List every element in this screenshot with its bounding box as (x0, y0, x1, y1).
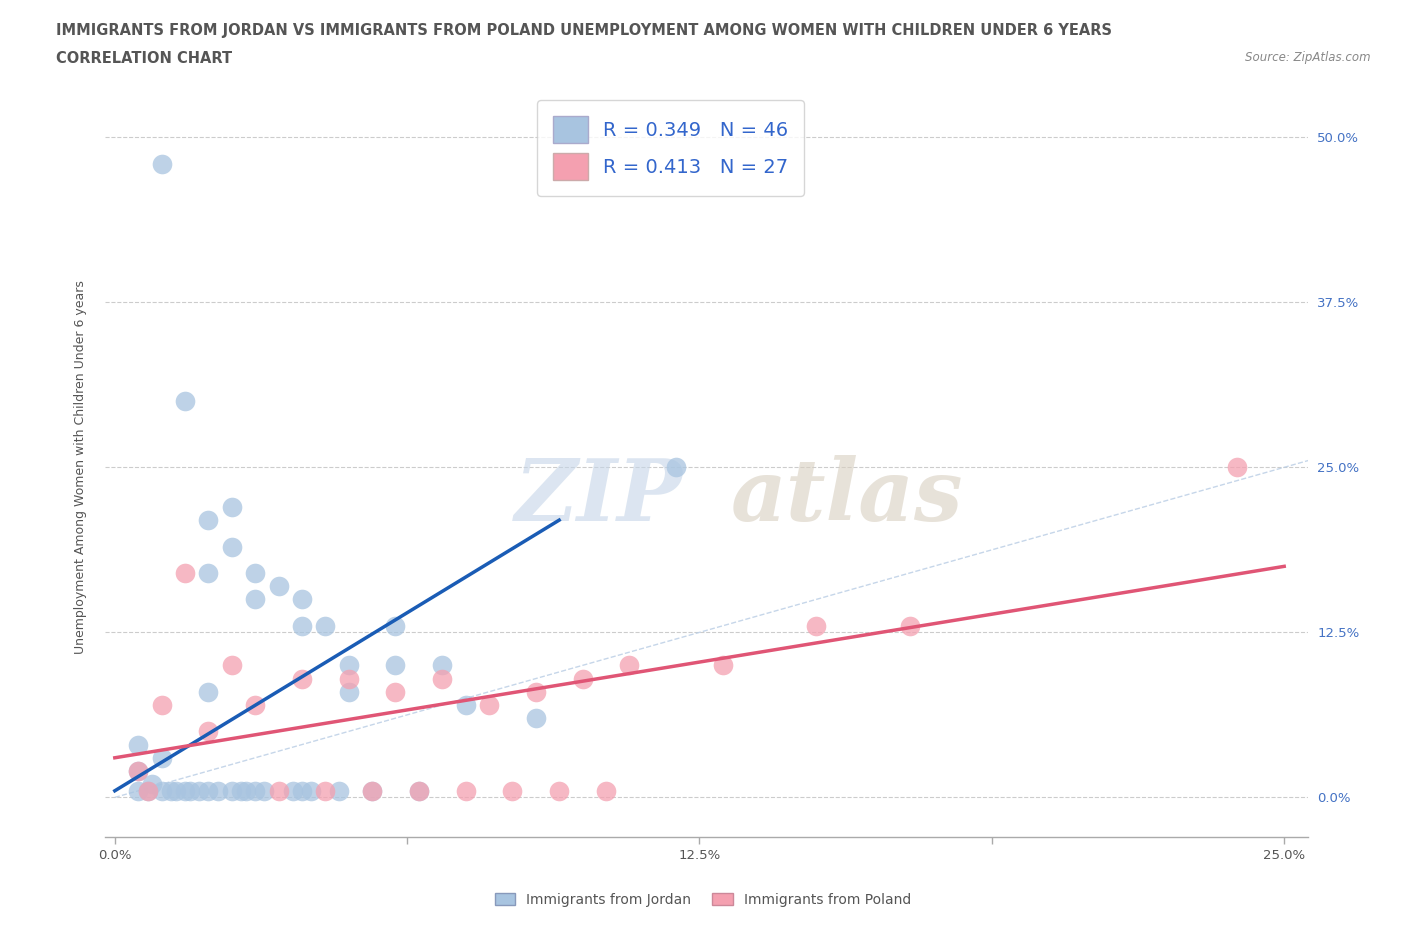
Point (150, 751, 173, 765)
Point (384, 658, 406, 672)
Point (160, 783, 183, 798)
Point (229, 783, 252, 798)
Point (197, 724, 219, 738)
Point (127, 764, 149, 778)
Point (179, 783, 201, 798)
Point (197, 512, 219, 527)
Text: Source: ZipAtlas.com: Source: ZipAtlas.com (1246, 51, 1371, 64)
Point (665, 460, 688, 474)
Point (314, 783, 336, 798)
Point (136, 783, 159, 798)
Point (221, 783, 243, 798)
Point (384, 618, 406, 633)
Point (595, 783, 617, 798)
Point (174, 394, 197, 409)
Point (174, 565, 197, 580)
Point (136, 783, 159, 798)
Point (454, 698, 477, 712)
Point (1226, 460, 1249, 474)
Point (291, 591, 314, 606)
Text: ZIP: ZIP (515, 455, 682, 538)
Point (299, 783, 322, 798)
Point (127, 737, 149, 752)
Point (267, 578, 290, 593)
Point (478, 698, 501, 712)
Legend: R = 0.349   N = 46, R = 0.413   N = 27: R = 0.349 N = 46, R = 0.413 N = 27 (537, 100, 804, 196)
Point (235, 783, 257, 798)
Point (361, 783, 384, 798)
Point (243, 565, 266, 580)
Legend: Immigrants from Jordan, Immigrants from Poland: Immigrants from Jordan, Immigrants from … (488, 886, 918, 914)
Point (281, 783, 304, 798)
Point (127, 783, 149, 798)
Point (548, 783, 571, 798)
Point (291, 618, 314, 633)
Point (337, 684, 360, 699)
Point (408, 783, 430, 798)
Point (328, 783, 350, 798)
Text: IMMIGRANTS FROM JORDAN VS IMMIGRANTS FROM POLAND UNEMPLOYMENT AMONG WOMEN WITH C: IMMIGRANTS FROM JORDAN VS IMMIGRANTS FRO… (56, 23, 1112, 38)
Point (524, 711, 547, 725)
Point (221, 499, 243, 514)
Point (361, 783, 384, 798)
Point (314, 618, 336, 633)
Point (806, 618, 828, 633)
Point (207, 783, 229, 798)
Point (454, 783, 477, 798)
Point (432, 671, 454, 686)
Point (619, 658, 641, 672)
Point (898, 618, 921, 633)
Point (174, 783, 197, 798)
Point (197, 684, 219, 699)
Point (337, 658, 360, 672)
Point (711, 658, 734, 672)
Point (141, 777, 163, 791)
Point (243, 783, 266, 798)
Point (221, 658, 243, 672)
Point (165, 783, 187, 798)
Point (197, 565, 219, 580)
Point (243, 698, 266, 712)
Point (150, 783, 173, 798)
Point (571, 671, 593, 686)
Point (524, 684, 547, 699)
Point (197, 783, 219, 798)
Point (243, 591, 266, 606)
Text: atlas: atlas (731, 455, 963, 538)
Point (150, 156, 173, 171)
Point (291, 671, 314, 686)
Point (253, 783, 276, 798)
Point (267, 783, 290, 798)
Point (337, 671, 360, 686)
Point (291, 783, 314, 798)
Point (188, 783, 211, 798)
Point (408, 783, 430, 798)
Text: CORRELATION CHART: CORRELATION CHART (56, 51, 232, 66)
Point (501, 783, 523, 798)
Point (384, 684, 406, 699)
Y-axis label: Unemployment Among Women with Children Under 6 years: Unemployment Among Women with Children U… (75, 280, 87, 655)
Point (127, 764, 149, 778)
Point (221, 539, 243, 554)
Point (150, 698, 173, 712)
Point (432, 658, 454, 672)
